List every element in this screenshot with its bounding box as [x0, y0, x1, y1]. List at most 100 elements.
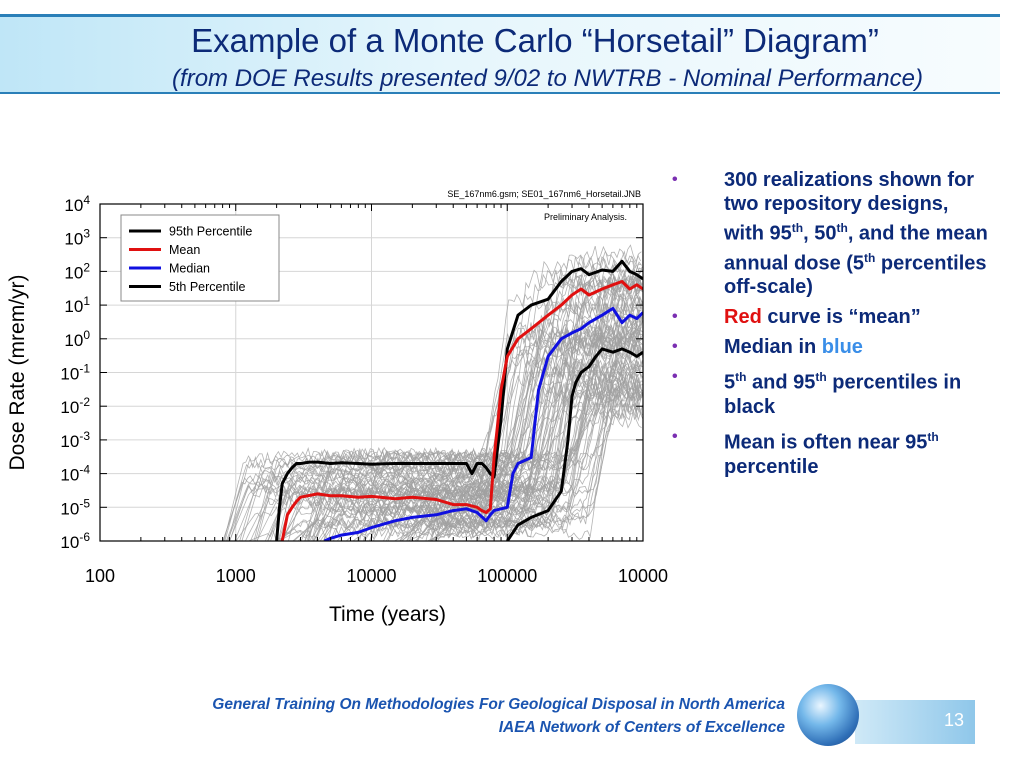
- axes: 10410310210110010-110-210-310-410-510-61…: [6, 189, 668, 626]
- series-line-2: [323, 306, 643, 541]
- superscript: th: [735, 370, 747, 385]
- y-tick-exponent: -3: [79, 429, 90, 443]
- bullet-item: • Median in blue: [672, 335, 992, 359]
- legend-label-0: 95th Percentile: [169, 225, 252, 239]
- y-tick-exponent: 4: [83, 193, 90, 207]
- header-band: [0, 14, 1000, 94]
- realization-line: [225, 276, 643, 541]
- y-tick-label: 103: [64, 227, 90, 249]
- realization-line: [277, 276, 643, 541]
- realization-line: [383, 329, 642, 541]
- horsetail-chart: 10410310210110010-110-210-310-410-510-61…: [6, 189, 668, 626]
- bullet-item: • 300 realizations shown for two reposito…: [672, 168, 992, 299]
- bullet-text: Median in: [724, 336, 822, 359]
- y-tick-base: 10: [60, 398, 79, 417]
- y-tick-label: 101: [64, 294, 90, 316]
- legend-label-3: 5th Percentile: [169, 280, 245, 294]
- bullet-text: curve is “mean”: [761, 306, 921, 329]
- realization-line: [267, 279, 643, 541]
- y-tick-base: 10: [60, 432, 79, 451]
- y-tick-base: 10: [60, 466, 79, 485]
- y-tick-exponent: -2: [79, 395, 90, 409]
- realization-line: [313, 381, 643, 541]
- realization-line: [292, 279, 643, 541]
- bullet-text: percentiles in black: [724, 371, 962, 418]
- realization-line: [333, 304, 641, 541]
- superscript: th: [864, 250, 876, 265]
- bullet-text: 5: [724, 371, 736, 394]
- y-tick-label: 10-6: [60, 530, 90, 552]
- y-tick-base: 10: [64, 263, 83, 282]
- series-line-3: [506, 347, 643, 541]
- x-tick-label: 10000: [346, 566, 396, 586]
- bullet-dot-icon: •: [672, 308, 678, 326]
- bullet-list: • 300 realizations shown for two reposito…: [672, 168, 992, 485]
- legend: 95th Percentile Mean Median 5th Percentile: [120, 214, 280, 302]
- bullet-item: • Mean is often near 95th percentile: [672, 425, 992, 479]
- y-tick-exponent: 3: [83, 227, 90, 241]
- series-line-0: [275, 259, 643, 541]
- y-tick-label: 10-4: [60, 463, 90, 485]
- realization-line: [304, 299, 643, 541]
- superscript: th: [815, 370, 827, 385]
- x-tick-label: 100: [85, 566, 115, 586]
- footer-world-map: [855, 700, 975, 744]
- bullet-dot-icon: •: [672, 368, 678, 386]
- bullet-dot-icon: •: [672, 338, 678, 356]
- realization-line: [255, 402, 642, 541]
- legend-label-2: Median: [169, 262, 210, 276]
- bullet-item: • 5th and 95th percentiles in black: [672, 365, 992, 419]
- y-tick-exponent: -1: [79, 362, 90, 376]
- superscript: th: [836, 221, 848, 235]
- y-tick-exponent: 1: [83, 294, 90, 308]
- y-tick-exponent: 0: [83, 328, 90, 342]
- y-tick-exponent: -4: [79, 463, 90, 477]
- header-rule-bottom: [0, 92, 1000, 94]
- realization-line: [434, 373, 642, 541]
- y-tick-exponent: 2: [83, 260, 90, 274]
- y-tick-base: 10: [64, 196, 83, 215]
- y-tick-base: 10: [60, 499, 79, 518]
- y-axis-label: Dose Rate (mrem/yr): [6, 274, 29, 470]
- bullet-text: blue: [821, 336, 863, 359]
- y-tick-label: 104: [64, 193, 90, 215]
- superscript: th: [791, 221, 804, 235]
- x-tick-label: 100000: [477, 566, 537, 586]
- y-tick-base: 10: [64, 230, 83, 249]
- y-tick-base: 10: [64, 297, 83, 316]
- realization-line: [369, 329, 642, 541]
- bullet-dot-icon: •: [672, 427, 678, 445]
- x-axis-label: Time (years): [329, 603, 446, 626]
- legend-label-1: Mean: [169, 243, 200, 257]
- realization-line: [222, 273, 642, 541]
- header-rule-top: [0, 14, 1000, 17]
- footer-network-title: IAEA Network of Centers of Excellence: [498, 719, 785, 736]
- globe-icon: [797, 684, 859, 746]
- footer-training-title: General Training On Methodologies For Ge…: [212, 696, 785, 713]
- percentile-series: [275, 259, 643, 541]
- realization-line: [323, 316, 642, 541]
- slide-subtitle: (from DOE Results presented 9/02 to NWTR…: [172, 65, 923, 92]
- y-tick-label: 10-1: [60, 362, 90, 384]
- superscript: th: [927, 429, 939, 444]
- y-tick-base: 10: [60, 365, 79, 384]
- slide-title: Example of a Monte Carlo “Horsetail” Dia…: [191, 22, 879, 59]
- realization-line: [402, 356, 642, 541]
- y-tick-label: 10-3: [60, 429, 90, 451]
- realization-line: [399, 407, 642, 541]
- series-line-1: [280, 280, 643, 541]
- preliminary-annotation: Preliminary Analysis.: [544, 212, 627, 222]
- realization-line: [417, 292, 641, 541]
- bullet-dot-icon: •: [672, 171, 678, 188]
- realization-line: [359, 277, 643, 541]
- realization-line: [352, 273, 642, 541]
- y-tick-exponent: -5: [79, 496, 90, 510]
- page-number: 13: [943, 710, 965, 730]
- bullet-text: percentile: [724, 455, 819, 478]
- y-tick-base: 10: [60, 533, 79, 552]
- y-tick-label: 10-2: [60, 395, 90, 417]
- bullet-text: Mean is often near 95: [724, 431, 928, 454]
- bullet-item: • Red curve is “mean”: [672, 305, 992, 329]
- bullet-text: , 50: [803, 222, 837, 245]
- realization-line: [429, 273, 642, 541]
